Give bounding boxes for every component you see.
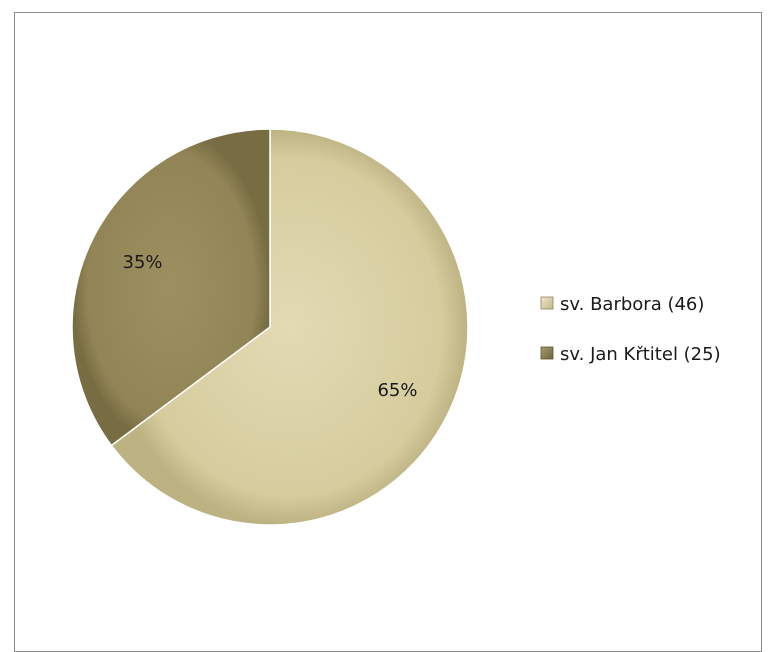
pie-slice-sv-barbora [110, 128, 469, 526]
pie-slice-sv-jan-krtitel [71, 128, 271, 447]
data-label-sv-jan-krtitel: 35% [123, 252, 163, 273]
legend-swatch-sv-barbora [540, 296, 554, 310]
pie-chart: 65% 35% sv. Barbora (46) sv. Jan Křtitel … [71, 128, 721, 526]
legend-label-sv-barbora: sv. Barbora (46) [560, 294, 704, 315]
data-label-sv-barbora: 65% [377, 380, 417, 401]
legend: sv. Barbora (46) sv. Jan Křtitel (25) [540, 294, 721, 365]
legend-label-sv-jan-krtitel: sv. Jan Křtitel (25) [560, 344, 721, 365]
legend-swatch-sv-jan-krtitel [540, 346, 554, 360]
